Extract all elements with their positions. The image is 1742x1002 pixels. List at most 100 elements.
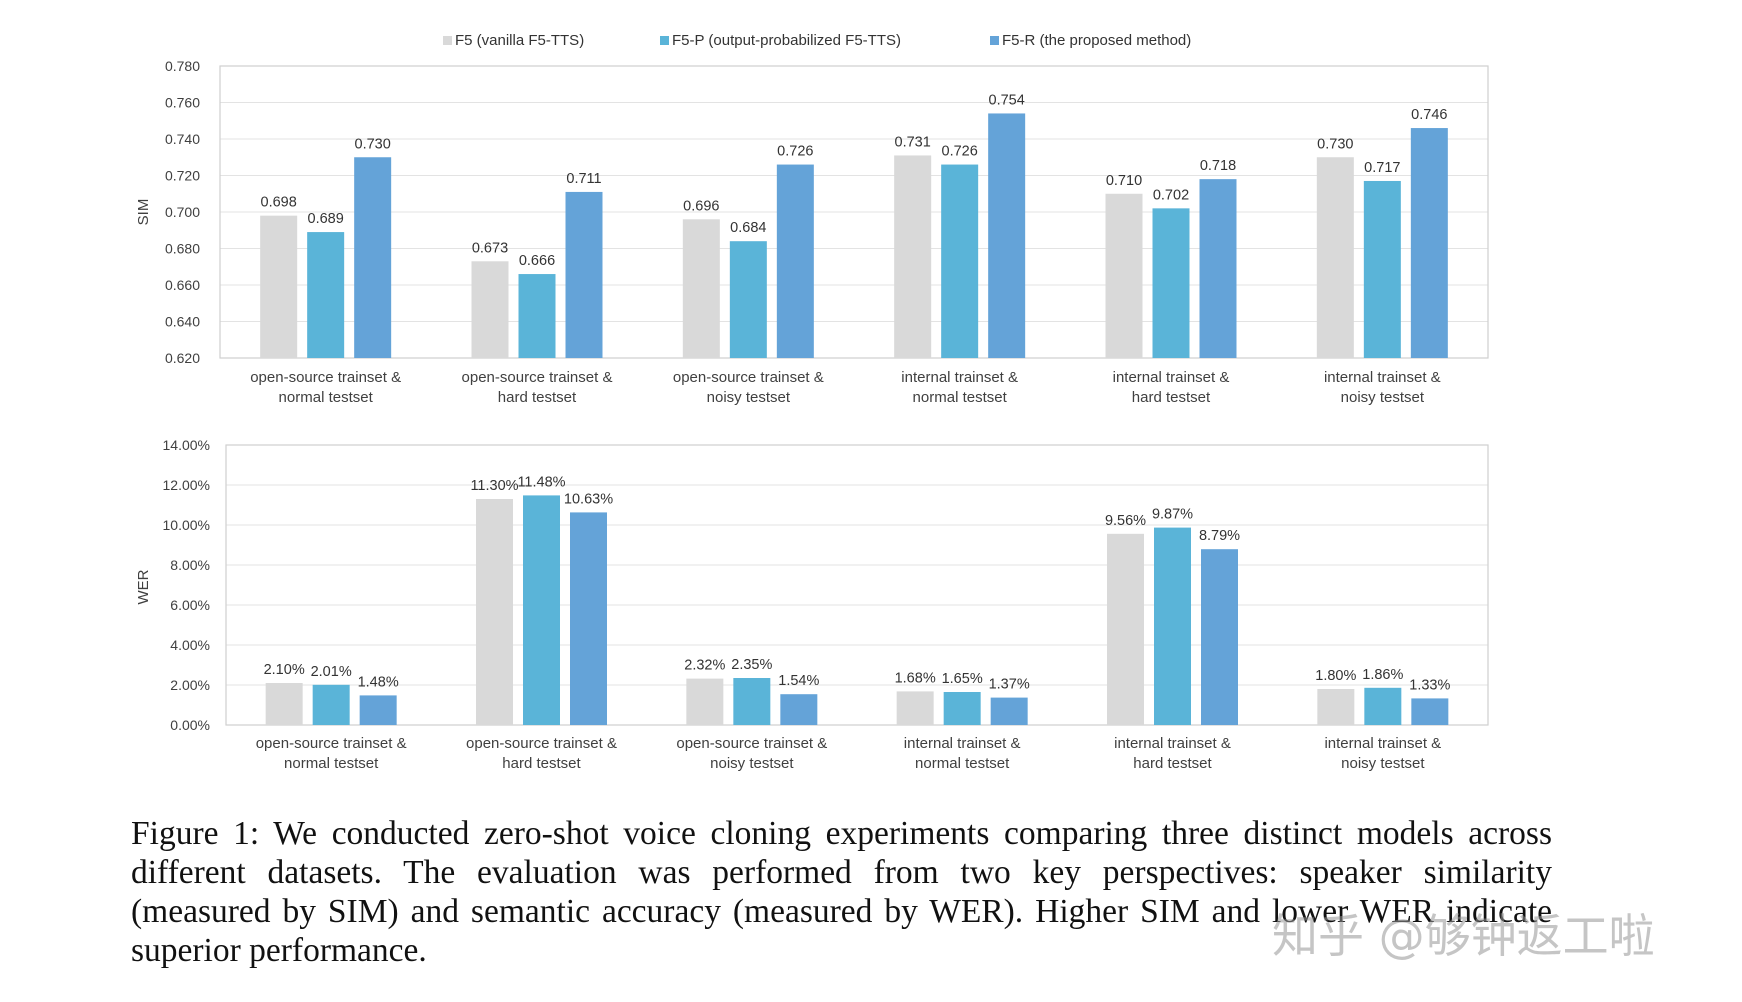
sim-bar-f5-6 [1316, 157, 1354, 358]
wer-data-label: 8.79% [1199, 528, 1240, 544]
sim-ytick-label: 0.740 [165, 131, 200, 147]
wer-ytick-label: 12.00% [163, 477, 210, 493]
sim-bar-f5-p-6 [1363, 180, 1401, 358]
wer-bar-f5-r-4 [990, 697, 1028, 725]
sim-ytick-label: 0.780 [165, 58, 200, 74]
legend-label-f5-p: F5-P (output-probabilized F5-TTS) [672, 32, 901, 49]
sim-data-label: 0.696 [683, 198, 719, 214]
wer-bar-f5-6 [1317, 689, 1355, 725]
wer-bar-f5-p-5 [1154, 527, 1191, 725]
wer-data-label: 9.56% [1105, 513, 1146, 529]
legend-swatch-f5-p [660, 36, 669, 45]
sim-ytick-label: 0.700 [165, 204, 200, 220]
sim-category-label: internal trainset & [1324, 369, 1441, 386]
sim-data-label: 0.717 [1364, 160, 1400, 176]
sim-data-label: 0.698 [261, 195, 297, 211]
sim-data-label: 0.746 [1411, 107, 1447, 123]
wer-ytick-label: 10.00% [163, 517, 210, 533]
legend-swatch-f5-r [990, 36, 999, 45]
sim-bar-f5-r-1 [354, 157, 392, 358]
wer-category-label: noisy testset [1341, 755, 1425, 772]
wer-ytick-label: 6.00% [170, 597, 210, 613]
wer-category-label: open-source trainset & [256, 735, 407, 752]
sim-category-label: noisy testset [707, 389, 791, 406]
sim-data-label: 0.673 [472, 240, 508, 256]
wer-ytick-label: 4.00% [170, 637, 210, 653]
sim-bar-f5-5 [1105, 193, 1143, 358]
wer-ytick-label: 14.00% [163, 437, 210, 453]
sim-ytick-label: 0.620 [165, 350, 200, 366]
sim-category-label: normal testset [913, 389, 1008, 406]
wer-data-label: 10.63% [564, 491, 613, 507]
sim-data-label: 0.730 [355, 136, 391, 152]
sim-data-label: 0.689 [308, 211, 344, 227]
wer-category-label: internal trainset & [1114, 735, 1231, 752]
wer-data-label: 11.30% [470, 478, 518, 494]
sim-category-label: open-source trainset & [673, 369, 824, 386]
sim-ytick-label: 0.640 [165, 314, 200, 330]
sim-data-label: 0.731 [895, 134, 931, 150]
wer-bar-f5-p-4 [943, 692, 981, 725]
sim-bar-f5-1 [260, 215, 298, 358]
sim-category-label: open-source trainset & [462, 369, 613, 386]
sim-bar-f5-2 [471, 261, 509, 358]
wer-category-label: noisy testset [710, 755, 794, 772]
wer-ytick-label: 8.00% [170, 557, 210, 573]
sim-bar-f5-3 [682, 219, 720, 358]
legend-label-f5: F5 (vanilla F5-TTS) [455, 32, 584, 49]
sim-bar-f5-p-3 [729, 241, 767, 358]
wer-category-label: normal testset [284, 755, 379, 772]
sim-data-label: 0.666 [519, 253, 555, 269]
wer-data-label: 1.86% [1362, 667, 1403, 683]
sim-ytick-label: 0.720 [165, 168, 200, 184]
wer-data-label: 2.01% [311, 664, 352, 680]
sim-bar-f5-r-5 [1199, 179, 1237, 358]
sim-bar-f5-p-5 [1152, 208, 1190, 358]
sim-ytick-label: 0.660 [165, 277, 200, 293]
wer-data-label: 1.37% [989, 677, 1030, 693]
wer-bar-f5-r-5 [1201, 549, 1238, 725]
sim-bar-f5-r-2 [565, 191, 603, 358]
wer-bar-f5-4 [896, 691, 934, 725]
wer-bar-f5-r-3 [780, 694, 818, 725]
sim-data-label: 0.730 [1317, 136, 1353, 152]
sim-data-label: 0.684 [730, 220, 766, 236]
wer-data-label: 1.80% [1315, 668, 1356, 684]
sim-ytick-label: 0.760 [165, 95, 200, 111]
wer-data-label: 2.32% [684, 658, 725, 674]
wer-bar-f5-p-1 [312, 684, 350, 725]
wer-bar-f5-r-6 [1411, 698, 1449, 725]
sim-data-label: 0.710 [1106, 173, 1142, 189]
wer-axis-label: WER [135, 569, 152, 604]
wer-data-label: 2.10% [264, 662, 305, 678]
sim-ytick-label: 0.680 [165, 241, 200, 257]
wer-bar-f5-p-2 [523, 495, 560, 725]
wer-category-label: open-source trainset & [466, 735, 617, 752]
sim-category-label: normal testset [279, 389, 374, 406]
sim-data-label: 0.702 [1153, 187, 1189, 203]
sim-axis-label: SIM [135, 199, 152, 226]
wer-category-label: hard testset [502, 755, 581, 772]
wer-category-label: open-source trainset & [676, 735, 827, 752]
wer-bar-f5-5 [1107, 533, 1144, 725]
wer-bar-f5-2 [476, 499, 513, 725]
wer-data-label: 1.68% [895, 670, 936, 686]
wer-plot-frame [225, 444, 1489, 726]
wer-category-label: normal testset [915, 755, 1010, 772]
sim-bar-f5-r-6 [1410, 128, 1448, 358]
wer-data-label: 1.65% [942, 671, 983, 687]
wer-bar-f5-r-2 [570, 512, 607, 725]
wer-data-label: 2.35% [731, 657, 772, 673]
wer-category-label: internal trainset & [904, 735, 1021, 752]
sim-data-label: 0.726 [942, 144, 978, 160]
wer-data-label: 1.48% [358, 674, 399, 690]
sim-category-label: internal trainset & [1113, 369, 1230, 386]
sim-category-label: open-source trainset & [250, 369, 401, 386]
wer-data-label: 1.54% [778, 673, 819, 689]
wer-bar-f5-3 [686, 678, 724, 725]
sim-bar-f5-r-3 [776, 164, 814, 358]
wer-data-label: 11.48% [517, 474, 565, 490]
wer-data-label: 1.33% [1409, 677, 1450, 693]
wer-bar-f5-r-1 [359, 695, 397, 725]
